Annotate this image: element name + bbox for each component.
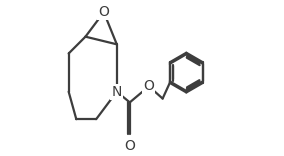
Text: O: O [124,139,135,153]
Text: N: N [112,85,122,99]
Text: O: O [143,79,154,93]
Text: O: O [98,5,109,19]
